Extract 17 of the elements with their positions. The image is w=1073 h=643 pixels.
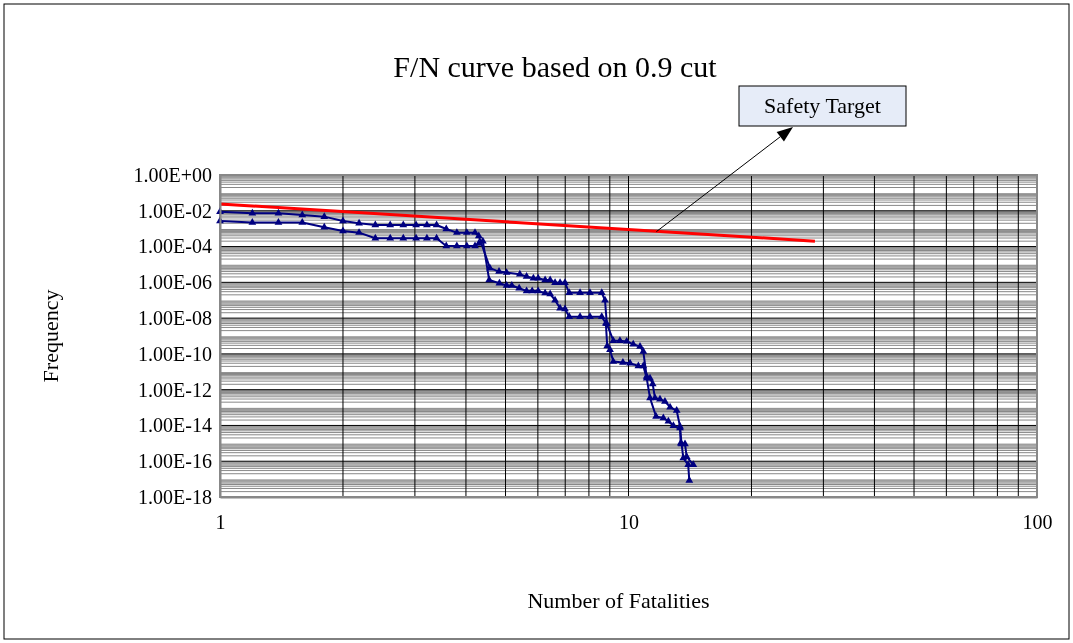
y-tick-label: 1.00E-12 xyxy=(138,378,212,401)
x-axis-title: Number of Fatalities xyxy=(527,588,710,613)
y-tick-label: 1.00E+00 xyxy=(133,163,212,186)
annotation: Safety Target xyxy=(764,93,881,118)
y-tick-label: 1.00E-16 xyxy=(138,450,212,473)
x-tick-label: 10 xyxy=(619,511,639,534)
y-tick-label: 1.00E-02 xyxy=(138,199,212,222)
chart-title: F/N curve based on 0.9 cut xyxy=(393,50,718,83)
y-tick-label: 1.00E-18 xyxy=(138,485,212,508)
x-tick-label: 100 xyxy=(1022,511,1053,534)
y-axis-title: Frequency xyxy=(38,289,63,383)
y-tick-label: 1.00E-08 xyxy=(138,307,212,330)
y-tick-label: 1.00E-14 xyxy=(138,414,212,437)
x-tick-label: 1 xyxy=(215,511,226,534)
y-tick-label: 1.00E-04 xyxy=(138,235,212,258)
y-tick-label: 1.00E-10 xyxy=(138,342,212,365)
y-tick-label: 1.00E-06 xyxy=(138,271,212,294)
